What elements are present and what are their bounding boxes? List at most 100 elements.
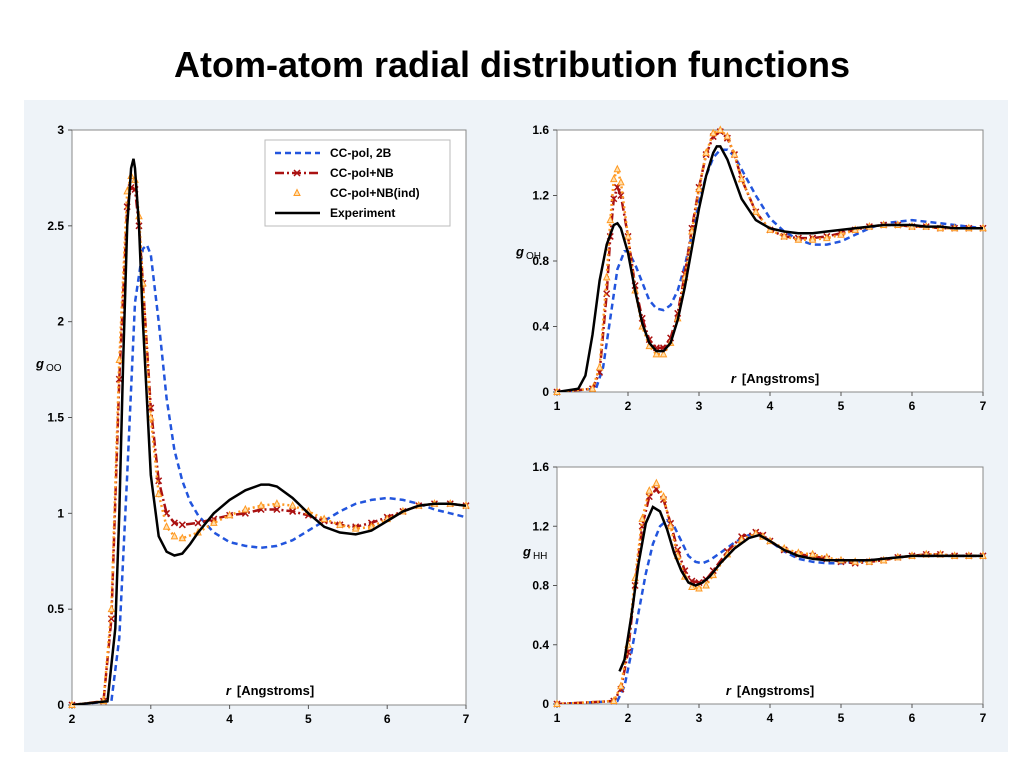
goo-ytick-label: 2.5 [47, 219, 64, 233]
goh-series-2-point [609, 174, 618, 183]
legend-marker-2 [293, 188, 301, 196]
goo-series-line-2 [72, 173, 466, 705]
goo-series-2-point [210, 518, 218, 526]
legend-label-1: CC-pol+NB [330, 166, 394, 180]
ghh-series-2-point [659, 492, 668, 500]
goo-xtick-label: 4 [226, 712, 233, 726]
goo-xlabel-var: r [226, 683, 232, 698]
goo-series-1-point [115, 375, 123, 383]
goh-xtick-label: 4 [767, 399, 774, 413]
goh-series-2-point [606, 215, 615, 224]
goo-series-line-0 [72, 242, 466, 705]
goh-ytick-label: 0.8 [532, 254, 549, 268]
goh-series-2-point [780, 231, 789, 240]
goo-series-2-point [336, 520, 344, 528]
ghh-xtick-label: 3 [696, 711, 703, 725]
ghh-series-2-point [652, 478, 661, 487]
goh-series-2-point [695, 184, 703, 192]
goh-series-2-point [716, 125, 725, 133]
goh-series-2-point [659, 349, 668, 358]
legend-marker-1 [293, 169, 301, 177]
goh-ytick-label: 0.4 [532, 320, 549, 334]
goh-series-2-point [688, 226, 696, 235]
goh-series-2-point [588, 384, 597, 392]
goo-series-2-point [351, 524, 360, 532]
ghh-xtick-label: 2 [625, 711, 632, 725]
ghh-xlabel-units: [Angstroms] [737, 683, 814, 698]
ghh-xlabel-var: r [726, 683, 732, 698]
goh-series-2-point [652, 349, 661, 358]
goh-xlabel-units: [Angstroms] [742, 371, 819, 386]
goh-xlabel: r [Angstroms] [731, 371, 819, 386]
goo-ylabel: g OO [35, 356, 62, 374]
ghh-ylabel-main: g [522, 544, 531, 559]
goo-series-2-point [178, 533, 187, 542]
ghh-ylabel: g HH [522, 544, 547, 562]
legend-box [264, 139, 451, 227]
ghh-series-2-point [638, 514, 647, 522]
goh-xtick-label: 1 [554, 399, 561, 413]
goo-series-1-point [155, 477, 163, 485]
ghh-series-line-3 [618, 505, 983, 672]
goh-ylabel-main: g [515, 244, 524, 259]
ghh-ylabel-sub: HH [533, 551, 547, 562]
goh-series-2-point [730, 149, 739, 158]
ghh-series-2-point [808, 549, 817, 558]
goh-series-2-point [595, 362, 604, 371]
ghh-series-2-point [702, 580, 710, 589]
goo-ylabel-main: g [35, 356, 44, 371]
goh-series-2-point [808, 235, 817, 243]
legend-label-3: Experiment [330, 206, 395, 220]
ghh-ytick-label: 1.2 [532, 519, 549, 533]
goo-ytick-label: 3 [57, 123, 64, 137]
goh-ylabel: g OH [515, 244, 541, 262]
goo-chart: 2 3 4 5 6 7 0 0.5 1 1.5 2 2.5 3 g OO r [Angstroms] CC-pol… [35, 123, 470, 726]
goo-series-2-point [288, 501, 297, 509]
goo-ytick-label: 0 [57, 698, 64, 712]
goo-series-1-point [170, 519, 178, 527]
ghh-series-2-point [666, 521, 675, 530]
goh-series-line-3 [557, 145, 983, 392]
goo-series-1-point [194, 519, 202, 527]
ghh-ytick-label: 1.6 [532, 460, 549, 474]
goo-series-1-point [178, 521, 186, 529]
ghh-series-2-point [688, 582, 696, 590]
legend-label-2: CC-pol+NB(ind) [330, 186, 420, 200]
goh-series-2-point [737, 174, 746, 183]
ghh-xlabel: r [Angstroms] [726, 683, 814, 698]
goo-series-2-point [154, 489, 163, 498]
ghh-xtick-label: 7 [980, 711, 987, 725]
goo-xtick-label: 7 [463, 712, 470, 726]
goo-series-line-3 [72, 158, 466, 705]
goo-ytick-label: 0.5 [47, 602, 64, 616]
goh-ytick-label: 1.2 [532, 189, 549, 203]
goo-series-2-point [162, 522, 171, 530]
goh-series-2-point [702, 148, 710, 156]
goo-xtick-label: 6 [384, 712, 391, 726]
ghh-series-2-point [609, 696, 618, 705]
goo-xlabel-units: [Angstroms] [237, 683, 314, 698]
goh-xtick-label: 3 [696, 399, 703, 413]
ghh-chart: 1 2 3 4 5 6 7 0 0.4 0.8 1.2 1.6 g HH r [Angstroms] [522, 460, 987, 725]
goo-series-2-point [225, 510, 234, 519]
goh-xtick-label: 2 [625, 399, 632, 413]
goh-series-2-point [617, 177, 625, 186]
goo-xtick-label: 2 [69, 712, 76, 726]
goo-series-2-point [170, 531, 179, 540]
ghh-xtick-label: 4 [767, 711, 774, 725]
goh-series-2-point [602, 272, 611, 281]
ghh-series-2-point [617, 681, 625, 690]
goo-ytick-label: 2 [57, 315, 64, 329]
goh-series-2-point [723, 131, 732, 140]
legend-label-0: CC-pol, 2B [330, 146, 392, 160]
goh-series-2-point [837, 230, 845, 238]
goo-series-2-point [273, 499, 281, 507]
goo-series-2-point [115, 355, 124, 363]
goo-series-1-point [147, 404, 155, 412]
ghh-xtick-label: 6 [909, 711, 916, 725]
ghh-xtick-label: 5 [838, 711, 845, 725]
goh-xtick-label: 7 [980, 399, 987, 413]
goo-series-1-point [273, 505, 281, 514]
goh-chart: 1 2 3 4 5 6 7 0 0.4 0.8 1.2 1.6 g OH r [Angstroms] [515, 123, 987, 413]
